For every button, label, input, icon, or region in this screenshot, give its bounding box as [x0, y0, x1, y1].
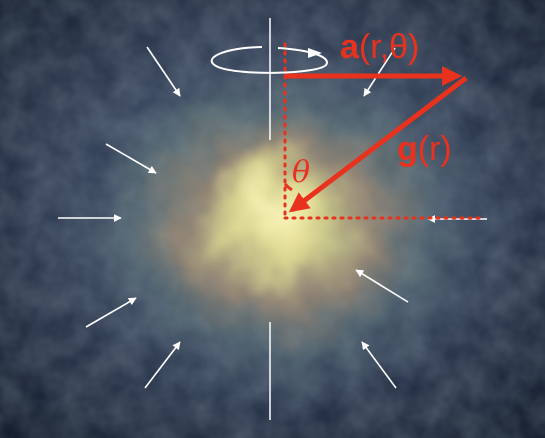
theta-label: θ [292, 155, 310, 190]
vector-g-label: g(r) [397, 130, 452, 168]
vector-a-label: a(r,θ) [340, 28, 419, 66]
